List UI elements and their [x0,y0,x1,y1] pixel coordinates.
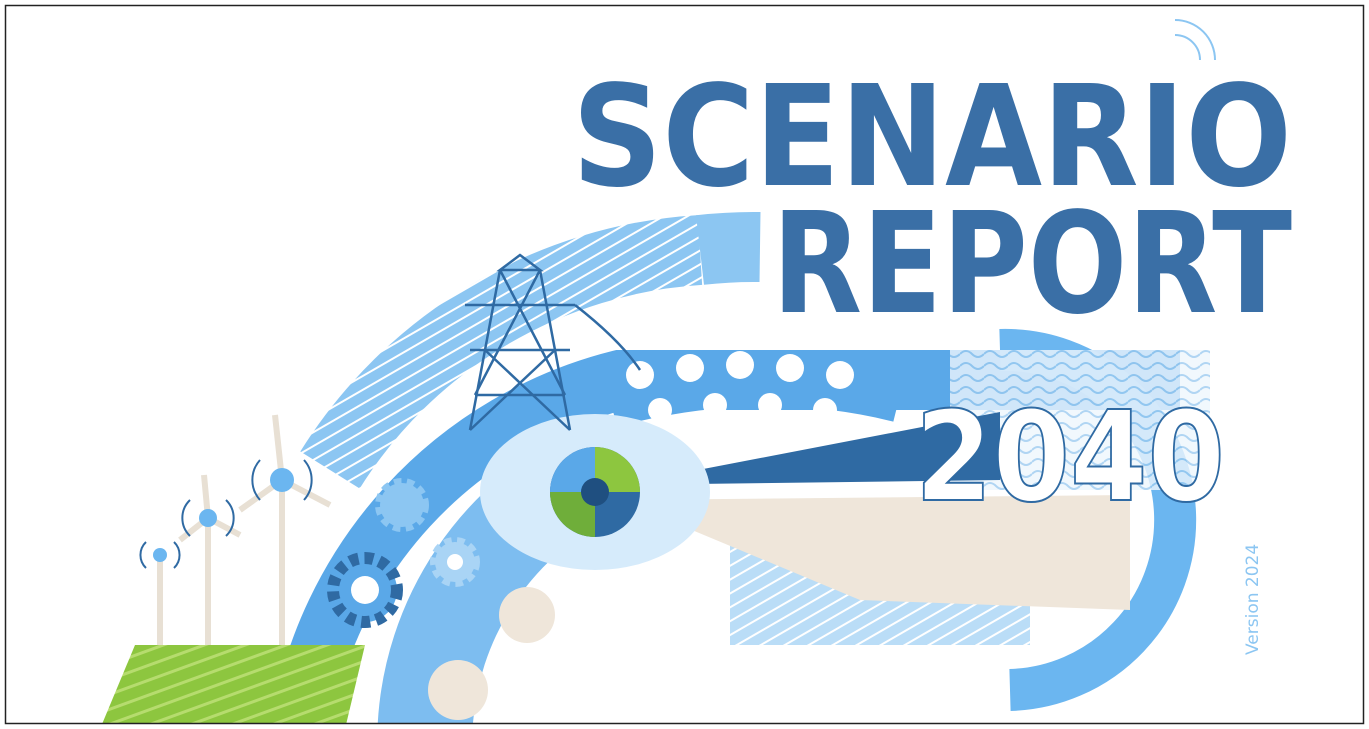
decoration [726,351,754,379]
decoration [826,361,854,389]
decoration [758,393,782,417]
decoration [270,468,294,492]
field [100,645,365,729]
decoration [1175,20,1215,60]
page: SCENARIO REPORT 2040 Version 2024 (() =>… [0,0,1369,729]
gear [380,483,424,527]
turbine-hubs [153,468,294,562]
decoration [153,548,167,562]
decoration [648,398,672,422]
year: 2040 [915,385,1225,530]
decoration [676,354,704,382]
arc-band [610,379,900,400]
illustration: SCENARIO REPORT 2040 Version 2024 [100,20,1292,729]
decoration [813,398,837,422]
pupil [581,478,609,506]
decoration [428,660,488,720]
decoration [703,393,727,417]
decoration [199,509,217,527]
decoration [626,361,654,389]
gear-hole [447,554,463,570]
gear-hole [351,576,379,604]
version: Version 2024 [1243,544,1263,655]
arc-band [700,247,760,250]
title-line: REPORT [772,183,1292,346]
decoration [499,587,555,643]
decoration [776,354,804,382]
cover: SCENARIO REPORT 2040 Version 2024 [0,0,1369,729]
